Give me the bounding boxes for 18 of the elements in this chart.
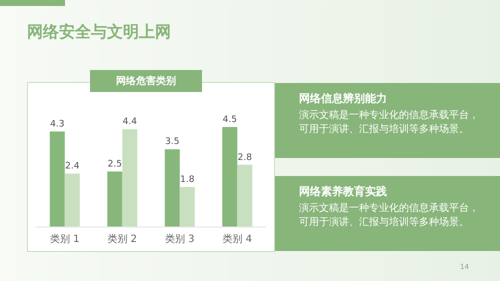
- x-tick-label: 类别 2: [107, 233, 138, 246]
- chart-title: 网络安全与文明上网: [27, 22, 171, 43]
- data-label: 2.8: [238, 152, 252, 163]
- x-tick-label: 类别 3: [164, 233, 195, 246]
- data-label: 2.5: [108, 159, 122, 170]
- text: 网络素养教育实践: [299, 184, 388, 199]
- data-label: 4.4: [122, 117, 138, 128]
- data-label: 4.5: [222, 115, 237, 125]
- x-tick-label: 类别 4: [222, 233, 252, 246]
- text: 演示文稿是一种专业化的信息承载平台，可用于演讲、汇报与培训等多种场景。: [299, 109, 480, 136]
- data-label: 3.5: [165, 137, 180, 148]
- data-label: 1.8: [180, 175, 195, 185]
- x-tick-label: 类别 1: [50, 233, 80, 246]
- data-label: 4.3: [50, 119, 64, 130]
- text: 网络信息辨别能力: [299, 91, 388, 106]
- text: 演示文稿是一种专业化的信息承载平台，可用于演讲、汇报与培训等多种场景。: [299, 202, 480, 229]
- chart-subtitle: 网络危害类别: [90, 70, 202, 92]
- data-label: 2.4: [65, 162, 80, 172]
